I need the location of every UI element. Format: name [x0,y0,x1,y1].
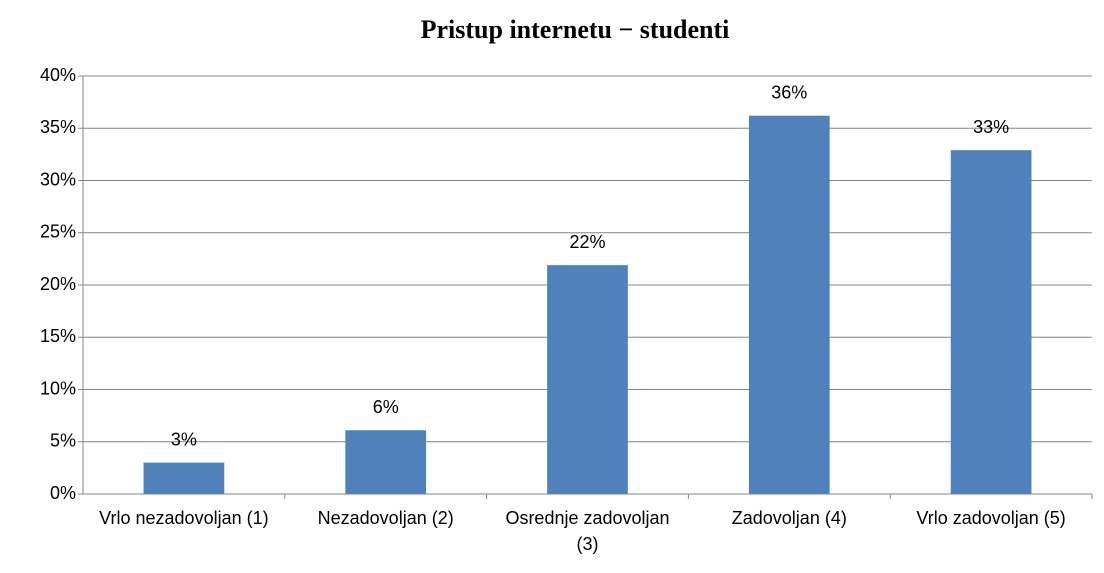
bar [748,115,830,495]
y-tick-label: 5% [50,431,76,451]
bar [547,265,628,494]
chart-title: Pristup internetu − studenti [421,15,730,44]
x-tick-label: Nezadovoljan (2) [317,508,454,528]
bar [345,430,427,494]
y-tick-label: 25% [40,222,76,242]
y-tick-label: 20% [40,274,76,294]
y-tick-label: 35% [40,117,76,137]
x-tick-label: Vrlo nezadovoljan (1) [99,508,269,528]
x-tick-label: Zadovoljan (4) [731,508,847,528]
y-tick-label: 0% [50,483,76,503]
y-tick-label: 30% [40,169,76,189]
data-label: 22% [569,232,605,252]
x-tick-label: Vrlo zadovoljan (5) [916,508,1066,528]
y-tick-label: 10% [40,378,76,398]
data-label: 3% [171,429,197,449]
data-label: 36% [771,82,807,102]
data-label: 33% [973,117,1009,137]
bar [143,462,225,494]
y-tick-label: 40% [40,65,76,85]
x-tick-label: Osrednje zadovoljan (3) [505,508,670,554]
bar [950,150,1032,494]
data-label: 6% [373,397,399,417]
y-tick-label: 15% [40,326,76,346]
